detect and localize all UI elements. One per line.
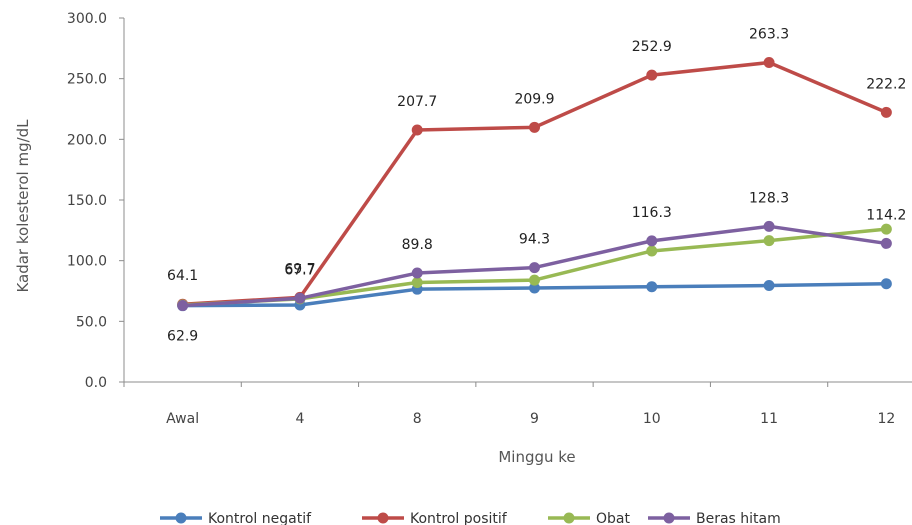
data-point: [646, 69, 658, 81]
data-label: 207.7: [397, 94, 437, 110]
data-label: 114.2: [866, 207, 906, 223]
data-point: [411, 124, 423, 136]
data-label: 67.7: [284, 262, 315, 278]
data-point: [763, 280, 775, 292]
data-point: [880, 223, 892, 235]
data-label: 94.3: [519, 232, 550, 248]
x-tick-label: 11: [760, 411, 778, 427]
data-point: [529, 282, 540, 294]
legend-swatch-marker: [563, 512, 575, 524]
series-lines: [177, 57, 892, 312]
x-tick-label: Awal: [166, 411, 199, 427]
data-point: [177, 300, 189, 312]
data-point: [763, 235, 775, 247]
data-point: [411, 277, 423, 289]
data-point: [880, 106, 892, 118]
data-label: 116.3: [632, 205, 672, 221]
y-tick-label: 300.0: [67, 11, 107, 27]
data-label: 263.3: [749, 27, 789, 43]
y-tick-label: 50.0: [76, 314, 107, 330]
y-tick-label: 0.0: [85, 375, 107, 391]
data-label: 69.7: [284, 261, 315, 277]
data-point: [763, 57, 775, 69]
data-label: 128.3: [749, 190, 789, 206]
data-label: 222.2: [866, 76, 906, 92]
data-labels: 62.9 64.1 69.7 207.7 209.9 252.9 263.3 222.2 67.…: [167, 27, 906, 345]
data-point: [529, 262, 540, 274]
data-label: 209.9: [514, 91, 554, 107]
legend-label: Obat: [596, 511, 630, 525]
x-tick-label: 12: [877, 411, 895, 427]
x-tick-label: 10: [643, 411, 661, 427]
legend-swatch-marker: [377, 512, 389, 524]
y-tick-label: 250.0: [67, 72, 107, 88]
legend: Kontrol negatif Kontrol positif Obat Beras …: [160, 511, 781, 525]
data-point: [646, 281, 658, 293]
data-label: 64.1: [167, 268, 198, 284]
data-point: [880, 278, 892, 290]
data-point: [880, 237, 892, 249]
legend-swatch-marker: [663, 512, 675, 524]
y-axis-title: Kadar kolesterol mg/dL: [14, 119, 32, 293]
data-point: [294, 292, 306, 304]
legend-label: Kontrol positif: [410, 511, 508, 525]
x-tick-label: 4: [295, 411, 304, 427]
y-tick-label: 100.0: [67, 254, 107, 270]
data-point: [529, 274, 540, 286]
data-point: [646, 245, 658, 257]
axes: 0.0 50.0 100.0 150.0 200.0 250.0 300.0 Awal 4 8 9 1…: [67, 11, 912, 427]
data-label: 89.8: [402, 237, 433, 253]
x-tick-label: 8: [413, 411, 422, 427]
data-point: [763, 220, 775, 232]
legend-label: Kontrol negatif: [208, 511, 312, 525]
data-label: 62.9: [167, 329, 198, 345]
y-tick-label: 200.0: [67, 132, 107, 148]
x-tick-label: 9: [530, 411, 539, 427]
x-axis-title: Minggu ke: [498, 448, 575, 466]
data-point: [646, 235, 658, 247]
data-label: 252.9: [632, 39, 672, 55]
y-tick-label: 150.0: [67, 193, 107, 209]
data-point: [529, 121, 540, 133]
legend-swatch-marker: [175, 512, 187, 524]
data-point: [411, 267, 423, 279]
legend-label: Beras hitam: [696, 511, 781, 525]
